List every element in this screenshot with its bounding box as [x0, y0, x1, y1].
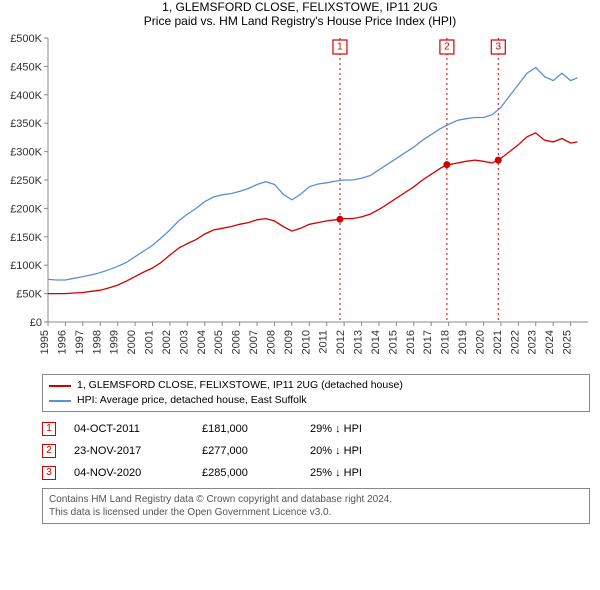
table-row: 1 04-OCT-2011 £181,000 29% ↓ HPI — [42, 418, 590, 440]
x-tick-label: 1998 — [91, 330, 103, 354]
x-tick-label: 2006 — [231, 330, 243, 354]
x-tick-label: 2007 — [248, 330, 260, 354]
chart-subtitle: Price paid vs. HM Land Registry's House … — [0, 14, 600, 28]
footer-line2: This data is licensed under the Open Gov… — [49, 506, 583, 519]
x-tick-label: 2016 — [405, 330, 417, 354]
sale-marker-id: 1 — [337, 42, 343, 53]
x-tick-label: 2023 — [527, 330, 539, 354]
x-tick-label: 2003 — [178, 330, 190, 354]
table-delta: 20% ↓ HPI — [310, 440, 400, 462]
table-marker: 2 — [42, 444, 56, 458]
x-tick-label: 2021 — [492, 330, 504, 354]
x-tick-label: 2001 — [144, 330, 156, 354]
y-tick-label: £300K — [10, 147, 42, 159]
y-tick-label: £500K — [10, 33, 42, 45]
x-tick-label: 2013 — [353, 330, 365, 354]
table-row: 2 23-NOV-2017 £277,000 20% ↓ HPI — [42, 440, 590, 462]
x-tick-label: 2002 — [161, 330, 173, 354]
table-date: 04-NOV-2020 — [74, 462, 184, 484]
y-tick-label: £0 — [30, 317, 42, 329]
table-price: £181,000 — [202, 418, 292, 440]
y-tick-label: £350K — [10, 118, 42, 130]
table-marker: 1 — [42, 422, 56, 436]
legend-label: HPI: Average price, detached house, East… — [77, 393, 307, 408]
chart-area: £0 £50K £100K £150K £200K £250K £300K £350K £400… — [0, 32, 600, 372]
x-tick-label: 2017 — [422, 330, 434, 354]
x-tick-label: 1995 — [39, 330, 51, 354]
x-tick-label: 1997 — [74, 330, 86, 354]
chart-svg: £0 £50K £100K £150K £200K £250K £300K £350K £400… — [0, 32, 600, 372]
table-date: 04-OCT-2011 — [74, 418, 184, 440]
y-tick-label: £450K — [10, 61, 42, 73]
x-tick-label: 1996 — [56, 330, 68, 354]
y-tick-label: £100K — [10, 260, 42, 272]
x-tick-label: 2012 — [335, 330, 347, 354]
x-tick-label: 2025 — [562, 330, 574, 354]
x-tick-label: 2024 — [544, 330, 556, 354]
legend: 1, GLEMSFORD CLOSE, FELIXSTOWE, IP11 2UG… — [42, 374, 590, 412]
table-date: 23-NOV-2017 — [74, 440, 184, 462]
table-delta: 25% ↓ HPI — [310, 462, 400, 484]
sale-point — [495, 157, 502, 164]
legend-item: HPI: Average price, detached house, East… — [49, 393, 583, 408]
x-tick-label: 2000 — [126, 330, 138, 354]
table-price: £277,000 — [202, 440, 292, 462]
x-tick-label: 2008 — [265, 330, 277, 354]
x-tick-label: 2022 — [509, 330, 521, 354]
y-tick-label: £200K — [10, 203, 42, 215]
y-tick-label: £250K — [10, 175, 42, 187]
x-tick-label: 2005 — [213, 330, 225, 354]
sale-marker-id: 2 — [444, 42, 450, 53]
x-tick-label: 2010 — [300, 330, 312, 354]
x-tick-label: 2004 — [196, 330, 208, 354]
table-delta: 29% ↓ HPI — [310, 418, 400, 440]
sale-point — [443, 161, 450, 168]
legend-swatch — [49, 385, 71, 387]
table-price: £285,000 — [202, 462, 292, 484]
table-marker: 3 — [42, 466, 56, 480]
footer-attribution: Contains HM Land Registry data © Crown c… — [42, 488, 590, 524]
legend-swatch — [49, 400, 71, 402]
sale-point — [336, 216, 343, 223]
x-tick-label: 2011 — [318, 330, 330, 354]
sales-table: 1 04-OCT-2011 £181,000 29% ↓ HPI 2 23-NOV-201… — [42, 418, 590, 484]
x-tick-label: 1999 — [109, 330, 121, 354]
x-tick-label: 2018 — [440, 330, 452, 354]
x-tick-label: 2020 — [474, 330, 486, 354]
footer-line1: Contains HM Land Registry data © Crown c… — [49, 493, 583, 506]
chart-title: 1, GLEMSFORD CLOSE, FELIXSTOWE, IP11 2UG — [0, 0, 600, 14]
x-tick-label: 2015 — [387, 330, 399, 354]
y-tick-label: £50K — [16, 289, 42, 301]
x-tick-label: 2014 — [370, 330, 382, 354]
legend-item: 1, GLEMSFORD CLOSE, FELIXSTOWE, IP11 2UG… — [49, 378, 583, 393]
table-row: 3 04-NOV-2020 £285,000 25% ↓ HPI — [42, 462, 590, 484]
legend-label: 1, GLEMSFORD CLOSE, FELIXSTOWE, IP11 2UG… — [77, 378, 403, 393]
sale-marker-id: 3 — [496, 42, 502, 53]
x-tick-label: 2009 — [283, 330, 295, 354]
x-tick-label: 2019 — [457, 330, 469, 354]
y-tick-label: £400K — [10, 90, 42, 102]
y-tick-label: £150K — [10, 232, 42, 244]
